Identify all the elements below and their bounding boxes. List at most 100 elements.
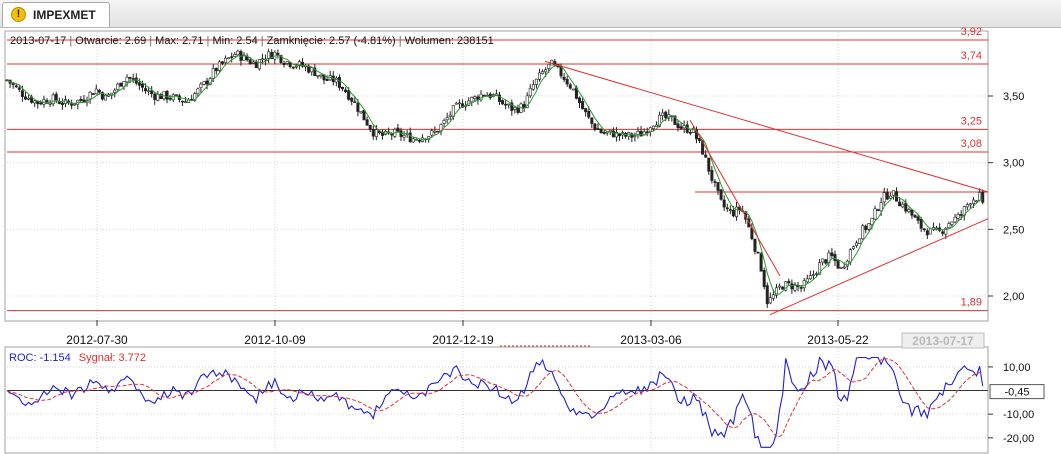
trend-lines	[544, 60, 989, 316]
candle-body	[590, 117, 594, 124]
candle-body	[144, 88, 148, 92]
candle-body	[137, 82, 141, 86]
candle-body	[36, 101, 40, 105]
candle-body	[599, 128, 603, 134]
candle-body	[925, 230, 929, 236]
candle-body	[978, 192, 982, 201]
candle-body	[294, 65, 298, 68]
candle-body	[771, 294, 775, 299]
candle-body	[107, 94, 111, 97]
x-tick-label: 2013-05-22	[807, 333, 869, 347]
info-sep: |	[258, 35, 267, 47]
candle-body	[417, 139, 421, 142]
info-line: 2013-07-17 | Otwarcie: 2.69 | Max: 2.71 …	[10, 35, 494, 47]
candle-body	[676, 123, 680, 129]
candle-body	[325, 79, 329, 81]
candle-body	[679, 126, 683, 129]
candle-body	[836, 260, 840, 269]
grid	[7, 32, 988, 320]
candle-body	[20, 90, 24, 97]
candle-body	[734, 206, 738, 217]
info-volume: Wolumen: 238151	[405, 35, 494, 47]
y-tick-label: 2,50	[1003, 224, 1024, 236]
candle-body	[636, 130, 640, 135]
candle-body	[113, 89, 117, 93]
candle-body	[648, 127, 652, 132]
candle-body	[168, 97, 172, 100]
candle-body	[731, 209, 735, 217]
candle-body	[193, 93, 197, 101]
candle-body	[91, 93, 95, 96]
candle-body	[768, 297, 772, 304]
candle-body	[525, 95, 529, 108]
candle-body	[910, 209, 914, 216]
candle-body	[581, 101, 585, 110]
candle-body	[371, 129, 375, 137]
candle-body	[947, 223, 951, 229]
candle-body	[808, 275, 812, 280]
candle-body	[313, 67, 317, 77]
candle-body	[341, 86, 345, 90]
candle-body	[534, 78, 538, 85]
info-sep: |	[203, 35, 212, 47]
candle-body	[48, 103, 52, 105]
candle-body	[661, 112, 665, 116]
candle-body	[818, 262, 822, 275]
candle-body	[14, 85, 18, 88]
candle-body	[100, 92, 104, 100]
horizontal-level-label: 3,92	[961, 26, 982, 38]
candle-body	[553, 61, 557, 66]
candle-body	[150, 90, 154, 94]
candle-body	[359, 111, 363, 114]
candle-body	[233, 53, 237, 57]
candle-body	[756, 251, 760, 254]
candle-body	[396, 127, 400, 132]
candle-body	[442, 120, 446, 124]
date-x-axis: 2012-07-30 2012-10-09 2012-12-19 2013-03-06…	[66, 320, 869, 347]
candle-body	[639, 130, 643, 137]
candle-body	[562, 76, 566, 80]
candle-body	[236, 50, 240, 55]
tab-impexmet[interactable]: ! IMPEXMET	[2, 2, 110, 27]
candle-body	[128, 77, 132, 79]
candle-body	[833, 254, 837, 262]
downtrend-line	[544, 60, 989, 193]
info-max: Max: 2.71	[155, 35, 203, 47]
candle-body	[658, 114, 662, 127]
candle-body	[701, 139, 705, 155]
info-min: Min: 2.54	[212, 35, 257, 47]
candle-body	[571, 88, 575, 91]
candle-body	[633, 135, 637, 137]
price-panel-frame	[4, 30, 989, 322]
roc-legend-signal: Sygnał: 3.772	[79, 352, 146, 364]
candle-body	[414, 139, 418, 141]
candle-body	[931, 227, 935, 230]
candle-body	[938, 227, 942, 231]
candle-body	[950, 221, 954, 225]
tab-label: IMPEXMET	[33, 8, 96, 22]
candle-body	[217, 61, 221, 71]
candle-body	[82, 99, 86, 103]
roc-legend: ROC: -1.154 Sygnał: 3.772	[9, 352, 146, 364]
candle-body	[279, 55, 283, 63]
candle-body	[79, 98, 83, 101]
x-tick-label: 2012-12-19	[432, 333, 494, 347]
steep-downtrend-line	[689, 119, 781, 277]
y-tick-label: 3,00	[1003, 158, 1024, 170]
candle-body	[270, 52, 274, 60]
candle-body	[830, 252, 834, 256]
info-sep: |	[146, 35, 155, 47]
candle-body	[433, 130, 437, 133]
candle-body	[33, 100, 37, 104]
roc-y-axis: 10,00 -10,00 -20,00	[988, 362, 1034, 445]
candle-body	[147, 90, 151, 92]
moving-average-line	[6, 54, 983, 295]
candle-body	[411, 138, 415, 143]
horizontal-level-label: 3,74	[961, 50, 982, 62]
candle-body	[316, 75, 320, 77]
candle-body	[774, 287, 778, 296]
candle-body	[547, 63, 551, 69]
candle-body	[944, 228, 948, 235]
candle-body	[23, 96, 27, 100]
